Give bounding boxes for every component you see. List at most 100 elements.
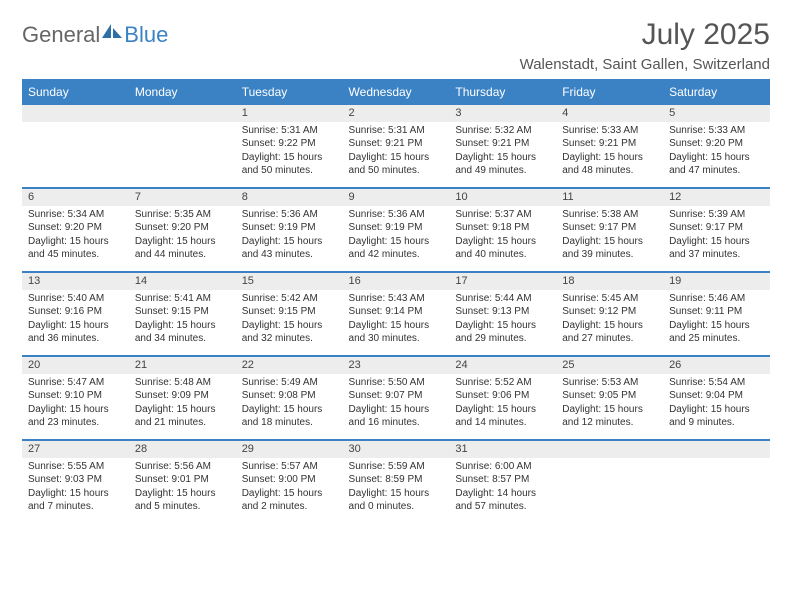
day-cell: 12Sunrise: 5:39 AMSunset: 9:17 PMDayligh…	[663, 188, 770, 272]
day-details: Sunrise: 5:57 AMSunset: 9:00 PMDaylight:…	[236, 458, 343, 518]
daylight-line2: and 57 minutes.	[455, 500, 550, 514]
day-number: 10	[449, 189, 556, 206]
sunrise-text: Sunrise: 5:36 AM	[242, 208, 337, 222]
daylight-line2: and 48 minutes.	[562, 164, 657, 178]
sunrise-text: Sunrise: 5:36 AM	[349, 208, 444, 222]
daylight-line2: and 23 minutes.	[28, 416, 123, 430]
daylight-line1: Daylight: 15 hours	[669, 151, 764, 165]
daylight-line2: and 7 minutes.	[28, 500, 123, 514]
sunrise-text: Sunrise: 5:40 AM	[28, 292, 123, 306]
sunset-text: Sunset: 9:12 PM	[562, 305, 657, 319]
location-text: Walenstadt, Saint Gallen, Switzerland	[520, 56, 770, 73]
daylight-line2: and 50 minutes.	[349, 164, 444, 178]
title-block: July 2025 Walenstadt, Saint Gallen, Swit…	[520, 18, 770, 73]
day-details: Sunrise: 5:41 AMSunset: 9:15 PMDaylight:…	[129, 290, 236, 350]
day-details: Sunrise: 5:33 AMSunset: 9:20 PMDaylight:…	[663, 122, 770, 182]
sunrise-text: Sunrise: 5:31 AM	[349, 124, 444, 138]
sunset-text: Sunset: 9:13 PM	[455, 305, 550, 319]
sunrise-text: Sunrise: 5:48 AM	[135, 376, 230, 390]
day-details: Sunrise: 5:31 AMSunset: 9:21 PMDaylight:…	[343, 122, 450, 182]
day-number: 12	[663, 189, 770, 206]
logo-sail-icon	[102, 24, 122, 38]
sunrise-text: Sunrise: 5:37 AM	[455, 208, 550, 222]
day-number: 28	[129, 441, 236, 458]
daylight-line1: Daylight: 14 hours	[455, 487, 550, 501]
week-row: 13Sunrise: 5:40 AMSunset: 9:16 PMDayligh…	[22, 272, 770, 356]
daylight-line2: and 30 minutes.	[349, 332, 444, 346]
daylight-line1: Daylight: 15 hours	[242, 487, 337, 501]
day-cell: 15Sunrise: 5:42 AMSunset: 9:15 PMDayligh…	[236, 272, 343, 356]
daylight-line1: Daylight: 15 hours	[242, 403, 337, 417]
sunset-text: Sunset: 9:05 PM	[562, 389, 657, 403]
daylight-line1: Daylight: 15 hours	[28, 235, 123, 249]
month-title: July 2025	[520, 18, 770, 52]
sunset-text: Sunset: 9:20 PM	[669, 137, 764, 151]
day-number: 13	[22, 273, 129, 290]
daylight-line1: Daylight: 15 hours	[242, 235, 337, 249]
sunrise-text: Sunrise: 5:35 AM	[135, 208, 230, 222]
day-cell: 28Sunrise: 5:56 AMSunset: 9:01 PMDayligh…	[129, 440, 236, 523]
daylight-line2: and 50 minutes.	[242, 164, 337, 178]
day-details: Sunrise: 5:48 AMSunset: 9:09 PMDaylight:…	[129, 374, 236, 434]
sunset-text: Sunset: 9:09 PM	[135, 389, 230, 403]
day-number: 19	[663, 273, 770, 290]
daylight-line1: Daylight: 15 hours	[135, 235, 230, 249]
sunrise-text: Sunrise: 5:57 AM	[242, 460, 337, 474]
day-number: 14	[129, 273, 236, 290]
day-details: Sunrise: 5:53 AMSunset: 9:05 PMDaylight:…	[556, 374, 663, 434]
header-mon: Monday	[129, 80, 236, 104]
daylight-line2: and 44 minutes.	[135, 248, 230, 262]
sunset-text: Sunset: 9:18 PM	[455, 221, 550, 235]
day-cell: 1Sunrise: 5:31 AMSunset: 9:22 PMDaylight…	[236, 104, 343, 188]
sunrise-text: Sunrise: 5:53 AM	[562, 376, 657, 390]
sunset-text: Sunset: 9:21 PM	[349, 137, 444, 151]
sunset-text: Sunset: 9:14 PM	[349, 305, 444, 319]
daylight-line1: Daylight: 15 hours	[135, 319, 230, 333]
day-details: Sunrise: 5:54 AMSunset: 9:04 PMDaylight:…	[663, 374, 770, 434]
day-details: Sunrise: 5:50 AMSunset: 9:07 PMDaylight:…	[343, 374, 450, 434]
daylight-line2: and 0 minutes.	[349, 500, 444, 514]
day-cell	[129, 104, 236, 188]
day-number	[556, 441, 663, 458]
sunrise-text: Sunrise: 5:41 AM	[135, 292, 230, 306]
sunset-text: Sunset: 9:20 PM	[135, 221, 230, 235]
day-header-row: Sunday Monday Tuesday Wednesday Thursday…	[22, 80, 770, 104]
day-details: Sunrise: 5:37 AMSunset: 9:18 PMDaylight:…	[449, 206, 556, 266]
day-cell: 29Sunrise: 5:57 AMSunset: 9:00 PMDayligh…	[236, 440, 343, 523]
daylight-line1: Daylight: 15 hours	[242, 319, 337, 333]
header-tue: Tuesday	[236, 80, 343, 104]
daylight-line1: Daylight: 15 hours	[562, 403, 657, 417]
day-cell: 20Sunrise: 5:47 AMSunset: 9:10 PMDayligh…	[22, 356, 129, 440]
header-wed: Wednesday	[343, 80, 450, 104]
day-details: Sunrise: 5:43 AMSunset: 9:14 PMDaylight:…	[343, 290, 450, 350]
sunset-text: Sunset: 9:16 PM	[28, 305, 123, 319]
daylight-line2: and 2 minutes.	[242, 500, 337, 514]
sunrise-text: Sunrise: 5:56 AM	[135, 460, 230, 474]
day-cell: 11Sunrise: 5:38 AMSunset: 9:17 PMDayligh…	[556, 188, 663, 272]
daylight-line2: and 42 minutes.	[349, 248, 444, 262]
daylight-line1: Daylight: 15 hours	[455, 235, 550, 249]
sunset-text: Sunset: 9:04 PM	[669, 389, 764, 403]
sunrise-text: Sunrise: 6:00 AM	[455, 460, 550, 474]
day-cell: 31Sunrise: 6:00 AMSunset: 8:57 PMDayligh…	[449, 440, 556, 523]
daylight-line2: and 36 minutes.	[28, 332, 123, 346]
sunrise-text: Sunrise: 5:42 AM	[242, 292, 337, 306]
day-details: Sunrise: 5:56 AMSunset: 9:01 PMDaylight:…	[129, 458, 236, 518]
daylight-line2: and 47 minutes.	[669, 164, 764, 178]
day-details: Sunrise: 5:45 AMSunset: 9:12 PMDaylight:…	[556, 290, 663, 350]
brand-logo: General Blue	[22, 22, 168, 48]
sunset-text: Sunset: 9:17 PM	[562, 221, 657, 235]
daylight-line2: and 29 minutes.	[455, 332, 550, 346]
day-details	[556, 458, 663, 464]
day-details: Sunrise: 5:33 AMSunset: 9:21 PMDaylight:…	[556, 122, 663, 182]
daylight-line1: Daylight: 15 hours	[669, 403, 764, 417]
week-row: 27Sunrise: 5:55 AMSunset: 9:03 PMDayligh…	[22, 440, 770, 523]
day-details: Sunrise: 5:32 AMSunset: 9:21 PMDaylight:…	[449, 122, 556, 182]
sunrise-text: Sunrise: 5:45 AM	[562, 292, 657, 306]
header: General Blue July 2025 Walenstadt, Saint…	[22, 18, 770, 73]
daylight-line2: and 18 minutes.	[242, 416, 337, 430]
sunset-text: Sunset: 9:10 PM	[28, 389, 123, 403]
day-details: Sunrise: 5:40 AMSunset: 9:16 PMDaylight:…	[22, 290, 129, 350]
sunset-text: Sunset: 9:06 PM	[455, 389, 550, 403]
day-details: Sunrise: 5:35 AMSunset: 9:20 PMDaylight:…	[129, 206, 236, 266]
